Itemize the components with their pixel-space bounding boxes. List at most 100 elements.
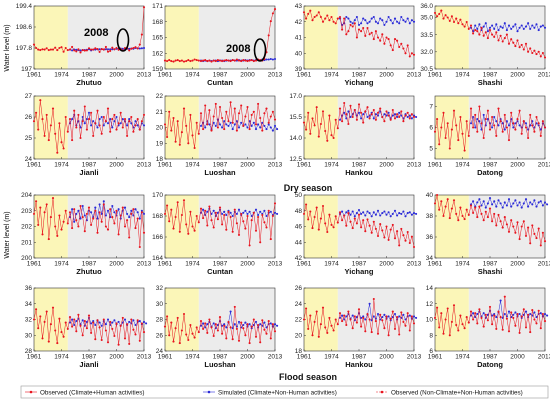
- observed-point: [317, 335, 320, 338]
- simulated-point: [391, 22, 394, 25]
- observed-point: [381, 115, 384, 119]
- observed-point: [362, 219, 365, 222]
- panel-shade-baseline: [165, 288, 199, 351]
- simulated-point: [374, 113, 377, 116]
- legend-label-simulated: Simulated (Climate+Non-Human activities): [218, 389, 337, 396]
- simulated-point: [355, 212, 358, 215]
- observed-point: [452, 20, 456, 24]
- simulated-point: [482, 312, 485, 315]
- observed-point: [140, 211, 143, 214]
- observed-point: [527, 136, 530, 140]
- observed-point: [54, 329, 57, 332]
- observed-point: [227, 320, 230, 323]
- panel-shade-change: [337, 96, 414, 159]
- observed-point: [208, 205, 211, 208]
- observed-point: [503, 37, 506, 40]
- observed-point: [60, 141, 63, 144]
- x-tick-label: 2000: [240, 72, 255, 79]
- simulated-point: [533, 199, 536, 202]
- simulated-point: [273, 57, 277, 61]
- observed-point: [229, 60, 232, 63]
- observed-point: [510, 311, 513, 314]
- observed-point: [90, 48, 93, 51]
- observed-point: [343, 214, 346, 217]
- simulated-point: [338, 118, 342, 121]
- x-tick-label: 1987: [483, 162, 498, 169]
- x-tick-label: 1961: [158, 261, 173, 268]
- observed-point: [345, 224, 348, 227]
- observed-point: [119, 111, 122, 114]
- observed-point: [539, 134, 542, 137]
- simulated-point: [240, 121, 243, 124]
- observed-point: [37, 48, 40, 51]
- observed-point: [214, 323, 217, 326]
- simulated-point: [214, 124, 217, 127]
- y-tick-label: 26: [295, 285, 303, 292]
- observed-point: [199, 60, 203, 63]
- observed-point: [132, 328, 135, 331]
- observed-point: [518, 331, 521, 334]
- panel-shade-baseline: [165, 6, 199, 69]
- observed-point: [450, 128, 453, 131]
- observed-point: [307, 218, 310, 221]
- observed-point: [309, 132, 312, 135]
- observed-point: [68, 118, 72, 121]
- observed-point: [176, 59, 179, 62]
- simulated-point: [273, 211, 277, 214]
- x-tick-label: 2000: [379, 162, 394, 169]
- observed-point: [87, 314, 91, 317]
- station-name: Hankou: [345, 168, 373, 177]
- observed-point: [351, 115, 354, 119]
- simulated-point: [507, 198, 511, 201]
- observed-point: [357, 308, 361, 311]
- observed-point: [168, 59, 171, 62]
- x-tick-label: 2000: [109, 261, 124, 268]
- simulated-point: [254, 208, 258, 211]
- simulated-point: [404, 318, 407, 321]
- simulated-point: [495, 316, 498, 319]
- simulated-point: [412, 20, 416, 23]
- simulated-point: [257, 213, 260, 217]
- annotation-ellipse-cuntan: [253, 38, 267, 62]
- simulated-point: [121, 118, 124, 121]
- simulated-point: [410, 19, 413, 22]
- simulated-point: [206, 323, 209, 326]
- simulated-point: [106, 48, 110, 51]
- x-tick-label: 2013: [538, 72, 550, 79]
- observed-point: [482, 34, 485, 37]
- observed-point: [182, 107, 186, 110]
- simulated-point: [204, 126, 207, 129]
- simulated-point: [357, 111, 361, 114]
- simulated-point: [128, 216, 131, 219]
- x-tick-label: 1961: [428, 162, 443, 169]
- observed-point: [478, 33, 481, 36]
- y-tick-label: 34: [25, 301, 33, 308]
- observed-point: [482, 325, 485, 328]
- observed-point: [351, 25, 354, 28]
- simulated-point: [225, 123, 228, 126]
- observed-point: [267, 121, 270, 124]
- panel-datong-dry: 5 6 7 1961 1974 1987 2000 2013 Datong: [428, 95, 550, 177]
- observed-point: [269, 337, 272, 340]
- observed-point: [77, 113, 80, 116]
- observed-point: [81, 49, 84, 52]
- observed-point: [111, 327, 114, 330]
- simulated-point: [104, 323, 107, 326]
- simulated-point: [362, 315, 365, 318]
- observed-point: [362, 26, 365, 30]
- observed-point: [206, 60, 209, 63]
- observed-point: [313, 215, 316, 219]
- observed-point: [349, 220, 352, 223]
- observed-point: [92, 321, 95, 324]
- simulated-point: [510, 205, 513, 208]
- x-tick-label: 1974: [54, 72, 69, 79]
- observed-point: [271, 323, 274, 326]
- observed-point: [353, 108, 356, 112]
- observed-point: [223, 59, 226, 62]
- observed-point: [235, 327, 238, 330]
- x-tick-label: 1961: [297, 261, 312, 268]
- observed-point: [366, 218, 369, 221]
- simulated-point: [406, 17, 409, 20]
- simulated-point: [244, 321, 247, 324]
- observed-point: [332, 20, 335, 23]
